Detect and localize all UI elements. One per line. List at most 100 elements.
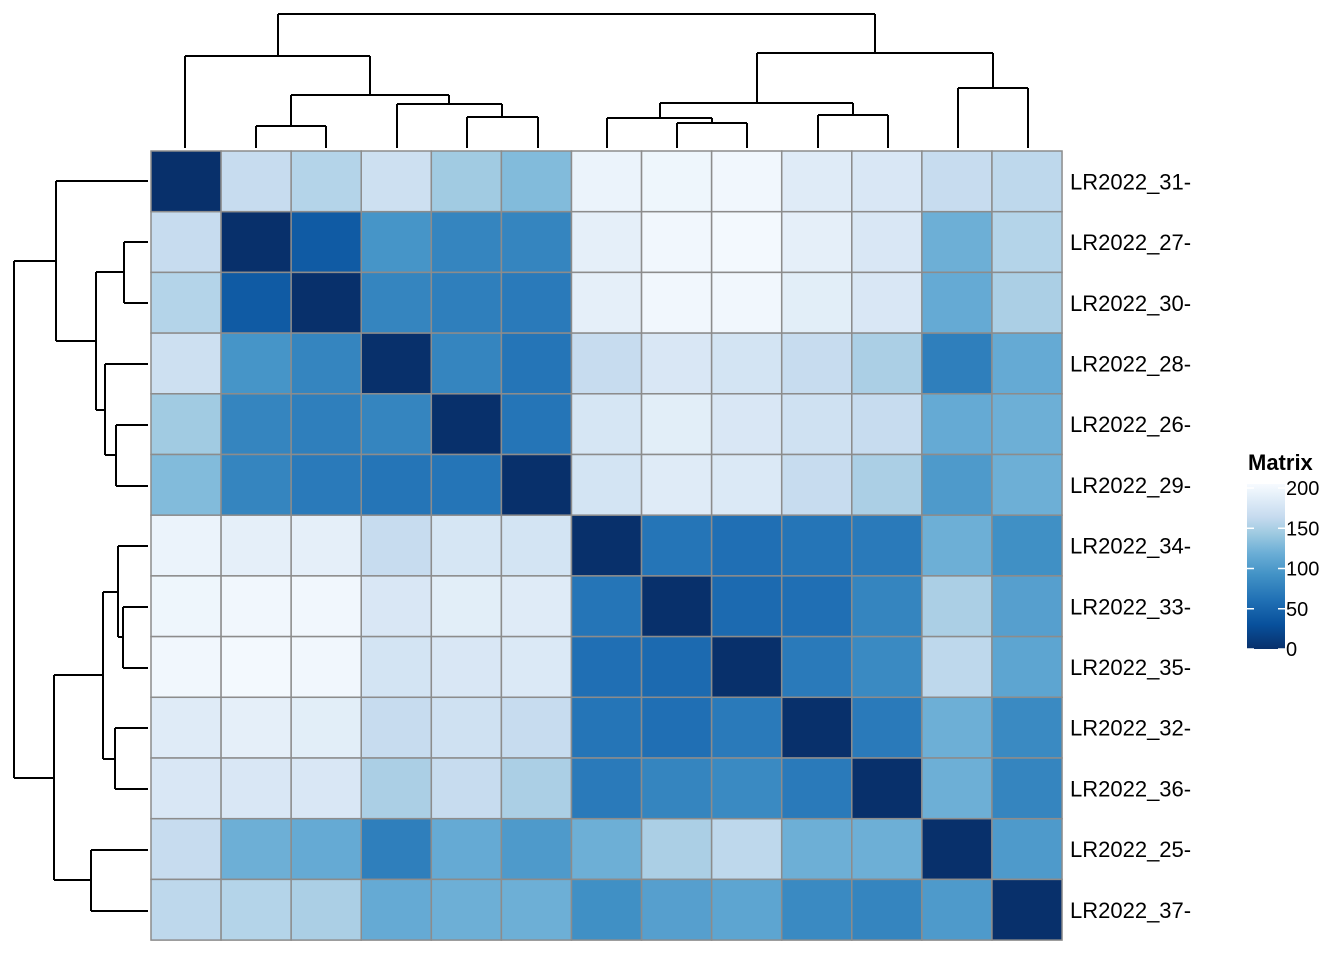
heatmap-cell-1-5: [500, 210, 573, 274]
heatmap-cell-4-2: [290, 393, 362, 456]
heatmap-cell-12-6: [570, 878, 643, 941]
legend-colorbar: [1247, 484, 1285, 649]
heatmap-cell-2-10: [851, 271, 923, 334]
heatmap-cell-3-8: [710, 332, 783, 395]
heatmap-cell-11-2: [290, 817, 362, 881]
heatmap-cell-1-0: [150, 210, 222, 274]
heatmap-cell-10-1: [220, 757, 292, 820]
heatmap-cell-6-12: [991, 514, 1063, 577]
heatmap-cell-3-6: [570, 332, 643, 395]
legend-ticks: 200 150 100 50 0: [1247, 478, 1319, 661]
heatmap-cell-0-5: [500, 150, 573, 213]
heatmap-cell-3-3: [360, 332, 433, 395]
heatmap-cell-10-11: [921, 757, 993, 820]
heatmap-cell-12-12: [991, 878, 1063, 941]
heatmap-cell-5-9: [780, 453, 853, 516]
heatmap-cell-6-4: [430, 514, 503, 577]
heatmap-cell-1-11: [921, 210, 993, 274]
heatmap-cell-2-5: [500, 271, 573, 334]
heatmap-cell-4-11: [921, 393, 993, 456]
heatmap-cell-1-2: [290, 210, 362, 274]
heatmap-cell-4-3: [360, 393, 433, 456]
heatmap-cell-11-1: [220, 817, 292, 881]
heatmap-cell-4-0: [150, 393, 222, 456]
heatmap-cell-6-1: [220, 514, 292, 577]
heatmap-cell-8-5: [500, 635, 573, 699]
row-label-0: LR2022_31-: [1070, 169, 1191, 194]
row-label-8: LR2022_35-: [1070, 655, 1191, 680]
heatmap-cell-5-3: [360, 453, 433, 516]
row-label-10: LR2022_36-: [1070, 776, 1191, 801]
heatmap-cells: [150, 150, 1063, 941]
heatmap-cell-2-11: [921, 271, 993, 334]
heatmap-cell-8-8: [710, 635, 783, 699]
legend-tick-label-3: 50: [1286, 599, 1308, 621]
heatmap-cell-11-6: [570, 817, 643, 881]
heatmap-cell-4-10: [851, 393, 923, 456]
heatmap-cell-12-3: [360, 878, 433, 941]
heatmap-cell-2-7: [640, 271, 713, 334]
heatmap-cell-5-12: [991, 453, 1063, 516]
heatmap-cell-10-10: [851, 757, 923, 820]
heatmap-cell-7-7: [640, 575, 713, 638]
heatmap-cell-11-7: [640, 817, 713, 881]
heatmap-cell-5-1: [220, 453, 292, 516]
heatmap-cell-12-11: [921, 878, 993, 941]
heatmap-cell-2-6: [570, 271, 643, 334]
heatmap-cell-5-4: [430, 453, 503, 516]
heatmap-cell-0-1: [220, 150, 292, 213]
heatmap-cell-11-4: [430, 817, 503, 881]
row-labels: LR2022_31- LR2022_27- LR2022_30- LR2022_28-…: [1070, 169, 1191, 922]
heatmap-cell-7-8: [710, 575, 783, 638]
heatmap-cell-1-12: [991, 210, 1063, 274]
heatmap-cell-12-0: [150, 878, 222, 941]
row-label-7: LR2022_33-: [1070, 594, 1191, 619]
heatmap-cell-9-2: [290, 696, 362, 759]
heatmap-cell-5-2: [290, 453, 362, 516]
heatmap-cell-9-8: [710, 696, 783, 759]
row-label-9: LR2022_32-: [1070, 716, 1191, 741]
heatmap-cell-1-9: [780, 210, 853, 274]
heatmap-cell-0-2: [290, 150, 362, 213]
heatmap-cell-7-1: [220, 575, 292, 638]
heatmap-cell-9-4: [430, 696, 503, 759]
heatmap-cell-12-1: [220, 878, 292, 941]
heatmap-cell-9-9: [780, 696, 853, 759]
heatmap-cell-1-7: [640, 210, 713, 274]
heatmap-cell-0-7: [640, 150, 713, 213]
heatmap-cell-3-4: [430, 332, 503, 395]
heatmap-cell-8-6: [570, 635, 643, 699]
heatmap-cell-10-0: [150, 757, 222, 820]
heatmap-cell-3-0: [150, 332, 222, 395]
heatmap-cell-2-12: [991, 271, 1063, 334]
legend-tick-label-4: 0: [1286, 639, 1297, 661]
heatmap-cell-0-11: [921, 150, 993, 213]
heatmap-cell-0-6: [570, 150, 643, 213]
heatmap-cell-7-3: [360, 575, 433, 638]
heatmap-cell-6-10: [851, 514, 923, 577]
heatmap-cell-8-11: [921, 635, 993, 699]
heatmap-cell-9-6: [570, 696, 643, 759]
heatmap-cell-10-6: [570, 757, 643, 820]
heatmap-cell-10-5: [500, 757, 573, 820]
heatmap-cell-7-10: [851, 575, 923, 638]
legend-tick-label-2: 100: [1286, 559, 1319, 581]
heatmap-cell-4-4: [430, 393, 503, 456]
heatmap-cell-11-12: [991, 817, 1063, 881]
heatmap-cell-2-8: [710, 271, 783, 334]
heatmap-cell-5-10: [851, 453, 923, 516]
heatmap-cell-10-9: [780, 757, 853, 820]
heatmap-cell-5-5: [500, 453, 573, 516]
heatmap-cell-1-8: [710, 210, 783, 274]
heatmap-cell-3-7: [640, 332, 713, 395]
heatmap-cell-8-7: [640, 635, 713, 699]
heatmap-cell-10-3: [360, 757, 433, 820]
heatmap-cell-11-3: [360, 817, 433, 881]
heatmap-cell-11-11: [921, 817, 993, 881]
heatmap-cell-12-2: [290, 878, 362, 941]
heatmap-cell-2-1: [220, 271, 292, 334]
legend-title: Matrix: [1248, 450, 1314, 475]
heatmap-cell-6-11: [921, 514, 993, 577]
heatmap-cell-1-4: [430, 210, 503, 274]
